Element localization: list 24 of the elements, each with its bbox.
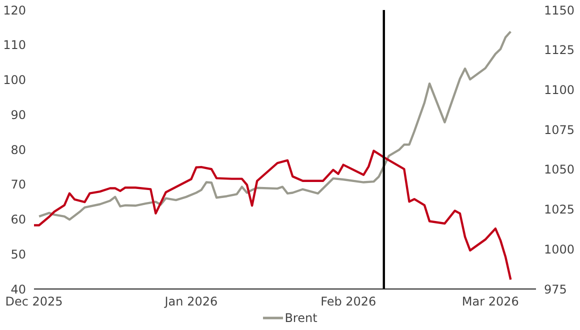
x-tick-label: Feb 2026 bbox=[320, 294, 376, 309]
y-tick-label: 70 bbox=[10, 178, 26, 192]
line-series bbox=[38, 30, 512, 221]
x-tick-label: Dec 2025 bbox=[5, 294, 63, 309]
y-tick-label: 60 bbox=[10, 212, 26, 227]
y-tick-label: 120 bbox=[3, 3, 26, 18]
y2-tick-label: 1075 bbox=[544, 122, 575, 137]
y-tick-label: 40 bbox=[10, 282, 26, 296]
legend-label: Brent bbox=[284, 311, 318, 325]
y2-tick-label: 1125 bbox=[544, 43, 575, 58]
y2-tick-label: 1150 bbox=[544, 3, 575, 18]
y2-tick-label: 1100 bbox=[544, 82, 575, 97]
y2-tick-label: 1050 bbox=[544, 162, 575, 177]
y-tick-label: 90 bbox=[10, 108, 26, 122]
y2-tick-label: 975 bbox=[544, 282, 567, 296]
y-tick-label: 100 bbox=[3, 73, 26, 88]
y2-tick-label: 1000 bbox=[544, 242, 575, 256]
x-tick-label: Jan 2026 bbox=[164, 294, 218, 309]
y-tick-label: 110 bbox=[3, 38, 26, 52]
y-tick-label: 80 bbox=[10, 142, 26, 157]
line-series bbox=[34, 150, 512, 281]
x-tick-label: Mar 2026 bbox=[462, 294, 519, 309]
y-tick-label: 50 bbox=[10, 247, 26, 262]
y2-tick-label: 1025 bbox=[544, 202, 575, 217]
